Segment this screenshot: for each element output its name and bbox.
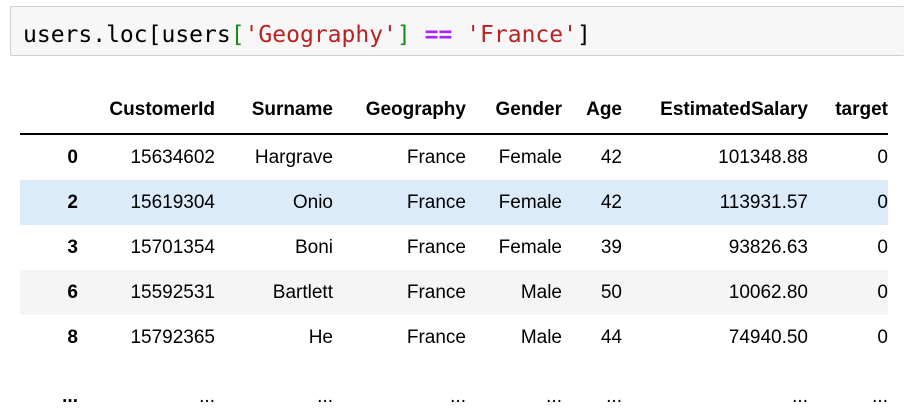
ellipsis-cell: ... (466, 360, 562, 410)
code-token-open-bracket: [ (230, 22, 245, 48)
ellipsis-cell: ... (78, 360, 215, 410)
cell-target: 0 (808, 270, 888, 315)
cell-surname: He (308, 326, 333, 348)
code-input-cell[interactable]: users.loc[users['Geography'] == 'France'… (10, 6, 904, 56)
row-index: 6 (20, 270, 78, 315)
cell-gender: Male (466, 270, 562, 315)
cell-target: 0 (877, 146, 888, 168)
cell-geography: France (333, 180, 466, 225)
cell-surname: Boni (294, 236, 333, 258)
cell-customerid: 15792365 (130, 326, 215, 348)
column-header-estimatedsalary: EstimatedSalary (660, 99, 808, 120)
column-header-geography: Geography (365, 99, 466, 120)
cell-customerid: 15592531 (78, 270, 215, 315)
cell-target: 0 (877, 236, 888, 258)
table-row: 3 15701354 Boni France Female 39 93826.6… (20, 225, 888, 270)
cell-surname: Hargrave (254, 146, 333, 168)
table-row-ellipsis: ... ... ... ... ... ... ... ... (20, 360, 888, 410)
cell-geography: France (406, 236, 466, 258)
cell-customerid: 15619304 (78, 180, 215, 225)
column-header-index (20, 87, 78, 134)
code-token-final-bracket: ] (576, 22, 591, 48)
cell-gender: Female (498, 146, 562, 168)
cell-estimatedsalary: 93826.63 (728, 236, 808, 258)
cell-age: 44 (600, 326, 622, 348)
table-row: 8 15792365 He France Male 44 74940.50 0 (20, 315, 888, 360)
dataframe-output-table: CustomerId Surname Geography Gender Age … (20, 87, 888, 410)
cell-customerid: 15701354 (130, 236, 215, 258)
column-header-surname: Surname (251, 99, 333, 120)
ellipsis-cell: ... (808, 360, 888, 410)
ellipsis-cell: ... (215, 360, 333, 410)
code-token-value-string: 'France' (466, 22, 577, 48)
ellipsis-index: ... (20, 360, 78, 410)
row-index: 3 (67, 236, 78, 258)
cell-geography: France (333, 270, 466, 315)
column-header-target: target (835, 99, 888, 120)
cell-geography: France (406, 326, 466, 348)
cell-estimatedsalary: 74940.50 (728, 326, 808, 348)
code-token-close-bracket: ] (396, 22, 411, 48)
code-token-equals-operator: == (424, 22, 453, 48)
code-token-column-string: 'Geography' (244, 22, 397, 48)
cell-gender: Female (466, 180, 562, 225)
cell-age: 39 (600, 236, 622, 258)
column-header-age: Age (586, 99, 622, 120)
ellipsis-cell: ... (333, 360, 466, 410)
cell-geography: France (406, 146, 466, 168)
cell-target: 0 (877, 326, 888, 348)
cell-estimatedsalary: 101348.88 (718, 146, 808, 168)
table-header-row: CustomerId Surname Geography Gender Age … (20, 87, 888, 134)
row-index: 8 (67, 326, 78, 348)
table-row: 2 15619304 Onio France Female 42 113931.… (20, 180, 888, 225)
cell-estimatedsalary: 113931.57 (622, 180, 808, 225)
cell-customerid: 15634602 (130, 146, 215, 168)
ellipsis-cell: ... (562, 360, 622, 410)
row-index: 0 (67, 146, 78, 168)
code-token-space (452, 22, 466, 48)
table-row: 0 15634602 Hargrave France Female 42 101… (20, 134, 888, 180)
cell-target: 0 (808, 180, 888, 225)
row-index: 2 (20, 180, 78, 225)
cell-age: 42 (562, 180, 622, 225)
ellipsis-cell: ... (622, 360, 808, 410)
cell-gender: Female (498, 236, 562, 258)
column-header-gender: Gender (495, 99, 562, 120)
code-token-space (411, 22, 425, 48)
code-token-expression: users.loc[users (23, 22, 231, 48)
cell-estimatedsalary: 10062.80 (622, 270, 808, 315)
cell-gender: Male (520, 326, 562, 348)
cell-surname: Onio (215, 180, 333, 225)
column-header-customerid: CustomerId (109, 99, 215, 120)
cell-age: 50 (562, 270, 622, 315)
cell-surname: Bartlett (215, 270, 333, 315)
cell-age: 42 (600, 146, 622, 168)
table-row: 6 15592531 Bartlett France Male 50 10062… (20, 270, 888, 315)
